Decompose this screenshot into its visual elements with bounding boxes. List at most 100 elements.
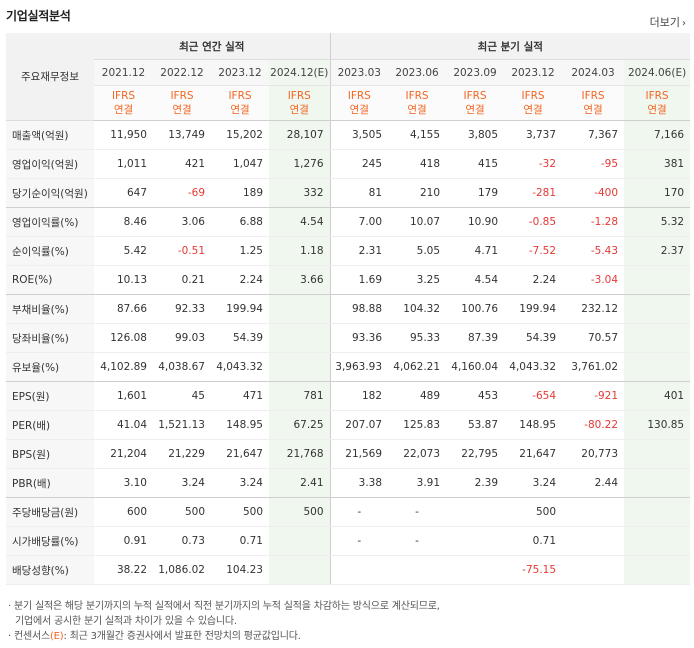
table-cell: 3,761.02 — [562, 352, 625, 382]
table-cell: 45 — [153, 381, 211, 411]
table-cell — [446, 497, 505, 527]
table-row: 매출액(억원) 11,950 13,749 15,202 28,107 3,505 4,15… — [6, 120, 691, 150]
group-annual-header: 최근 연간 실적 — [94, 33, 331, 60]
table-cell — [446, 555, 505, 585]
table-cell: -75.15 — [504, 555, 563, 585]
table-cell: 1,521.13 — [153, 410, 211, 440]
table-cell: 1.69 — [329, 265, 389, 295]
financial-table: 주요재무정보 최근 연간 실적 최근 분기 실적 2021.12 2022.12 2… — [6, 33, 691, 585]
table-cell: 21,569 — [329, 439, 389, 469]
table-cell: 401 — [624, 381, 691, 411]
table-cell: 1.25 — [211, 236, 269, 266]
table-cell: 781 — [269, 381, 331, 411]
period-header: 2023.06 — [388, 59, 447, 86]
table-cell: 21,647 — [211, 439, 269, 469]
table-cell: 3.10 — [94, 468, 153, 498]
table-cell: 126.08 — [94, 323, 153, 353]
table-cell: 199.94 — [211, 294, 269, 324]
table-cell: 0.21 — [153, 265, 211, 295]
row-label: ROE(%) — [6, 265, 94, 295]
table-cell: 67.25 — [269, 410, 331, 440]
table-cell: 3.24 — [211, 468, 269, 498]
table-row: 배당성향(%) 38.22 1,086.02 104.23 -75.15 — [6, 555, 691, 585]
ifrs-header: IFRS 연결 — [211, 85, 269, 121]
row-label: 매출액(억원) — [6, 120, 94, 150]
table-cell: 87.39 — [446, 323, 505, 353]
ifrs-header: IFRS 연결 — [388, 85, 447, 121]
table-cell: 28,107 — [269, 120, 331, 150]
ifrs-header: IFRS 연결 — [504, 85, 563, 121]
table-cell — [269, 555, 331, 585]
section-title: 기업실적분석 — [6, 9, 71, 23]
table-cell: 5.42 — [94, 236, 153, 266]
table-cell: 0.73 — [153, 526, 211, 556]
consolidated-label: 연결 — [230, 104, 250, 116]
footnote-1: · 분기 실적은 해당 분기까지의 누적 실적에서 직전 분기까지의 누적 실적… — [8, 601, 440, 612]
table-cell: -1.28 — [562, 207, 625, 237]
table-cell: 21,229 — [153, 439, 211, 469]
table-cell: 471 — [211, 381, 269, 411]
period-header: 2023.12 — [504, 59, 563, 86]
ifrs-header: IFRS 연결 — [562, 85, 625, 121]
table-cell: 5.05 — [388, 236, 447, 266]
table-cell: - — [329, 497, 389, 527]
table-row: PBR(배) 3.10 3.24 3.24 2.41 3.38 3.91 2.39 3.24 2.… — [6, 468, 691, 498]
table-cell: -0.51 — [153, 236, 211, 266]
row-label: 당기순이익(억원) — [6, 178, 94, 208]
more-link[interactable]: 더보기 › — [650, 14, 686, 30]
table-cell: 148.95 — [211, 410, 269, 440]
estimate-mark: (E) — [49, 631, 64, 642]
table-cell: 210 — [388, 178, 447, 208]
table-cell: 1,047 — [211, 149, 269, 179]
table-cell — [624, 294, 691, 324]
table-cell: 2.31 — [329, 236, 389, 266]
table-body: 매출액(억원) 11,950 13,749 15,202 28,107 3,505 4,15… — [6, 120, 691, 585]
table-cell: 2.24 — [504, 265, 563, 295]
table-cell: 3.91 — [388, 468, 447, 498]
table-cell: -281 — [504, 178, 563, 208]
row-label: 주당배당금(원) — [6, 497, 94, 527]
table-row: PER(배) 41.04 1,521.13 148.95 67.25 207.07 125.… — [6, 410, 691, 440]
consolidated-label: 연결 — [113, 104, 134, 116]
table-cell: -0.85 — [504, 207, 563, 237]
table-cell: -654 — [504, 381, 563, 411]
table-cell: 148.95 — [504, 410, 563, 440]
table-cell: 8.46 — [94, 207, 153, 237]
table-cell: 170 — [624, 178, 691, 208]
table-cell — [269, 526, 331, 556]
table-cell — [562, 555, 625, 585]
table-cell: 3.06 — [153, 207, 211, 237]
table-cell: 4,102.89 — [94, 352, 153, 382]
table-cell: 189 — [211, 178, 269, 208]
table-cell — [624, 265, 691, 295]
table-cell: 232.12 — [562, 294, 625, 324]
table-cell: 3.25 — [388, 265, 447, 295]
period-header: 2023.03 — [329, 59, 389, 86]
consolidated-label: 연결 — [523, 104, 543, 116]
table-row: 영업이익률(%) 8.46 3.06 6.88 4.54 7.00 10.07 10.90 -0… — [6, 207, 691, 237]
ifrs-label: IFRS — [170, 90, 194, 102]
table-cell — [624, 439, 691, 469]
table-cell — [624, 323, 691, 353]
table-cell — [269, 352, 331, 382]
table-cell: 0.91 — [94, 526, 153, 556]
table-cell: 41.04 — [94, 410, 153, 440]
financial-table-wrap: 주요재무정보 최근 연간 실적 최근 분기 실적 2021.12 2022.12 2… — [6, 33, 691, 585]
table-cell: 3.24 — [504, 468, 563, 498]
row-label: 당좌비율(%) — [6, 323, 94, 353]
ifrs-label: IFRS — [645, 90, 669, 102]
table-cell — [562, 497, 625, 527]
footnote-2: · 컨센서스(E): 최근 3개월간 증권사에서 발표한 전망치의 평균값입니다… — [8, 631, 301, 642]
table-row: 순이익률(%) 5.42 -0.51 1.25 1.18 2.31 5.05 4.71 -7.5… — [6, 236, 691, 266]
table-cell: 600 — [94, 497, 153, 527]
table-cell — [269, 294, 331, 324]
table-cell: -400 — [562, 178, 625, 208]
table-cell — [624, 526, 691, 556]
table-cell: 53.87 — [446, 410, 505, 440]
consolidated-label: 연결 — [349, 104, 369, 116]
table-row: 당기순이익(억원) 647 -69 189 332 81 210 179 -281 -400 170 — [6, 178, 691, 208]
table-cell: 179 — [446, 178, 505, 208]
table-cell: 2.39 — [446, 468, 505, 498]
ifrs-label: IFRS — [287, 90, 311, 102]
table-cell: 182 — [329, 381, 389, 411]
